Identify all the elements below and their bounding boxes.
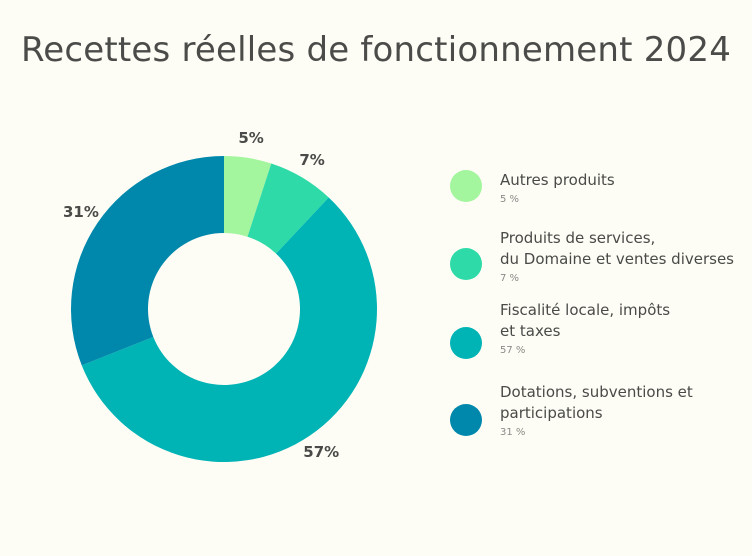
legend-value: 5 %: [500, 194, 520, 205]
slice-fiscalite-locale: [81, 197, 377, 462]
legend-text: Dotations, subventions et participations…: [500, 382, 752, 440]
legend-swatch: [450, 327, 482, 359]
legend-label: Autres produits: [500, 171, 615, 189]
slice-autres-produits: [224, 156, 272, 237]
legend-swatch: [450, 170, 482, 202]
slice-produits-services: [247, 163, 329, 254]
legend-text: Autres produits 5 %: [500, 170, 752, 207]
slice-label-autres-produits: 5%: [238, 129, 263, 147]
slice-label-dotations: 31%: [63, 203, 99, 221]
legend-label: Produits de services, du Domaine et vent…: [500, 229, 735, 268]
slice-label-produits-services: 7%: [299, 151, 324, 169]
legend-text: Produits de services, du Domaine et vent…: [500, 228, 752, 286]
legend-label: Fiscalité locale, impôts et taxes: [500, 301, 671, 340]
legend-label: Dotations, subventions et participations: [500, 383, 693, 422]
legend-swatch: [450, 248, 482, 280]
slice-label-fiscalite-locale: 57%: [303, 443, 339, 461]
legend-value: 31 %: [500, 427, 526, 438]
chart-title: Recettes réelles de fonctionnement 2024: [20, 30, 732, 70]
legend-value: 7 %: [500, 273, 520, 284]
slice-dotations: [70, 156, 224, 366]
legend-value: 57 %: [500, 345, 526, 356]
legend-text: Fiscalité locale, impôts et taxes 57 %: [500, 300, 752, 358]
legend-swatch: [450, 404, 482, 436]
